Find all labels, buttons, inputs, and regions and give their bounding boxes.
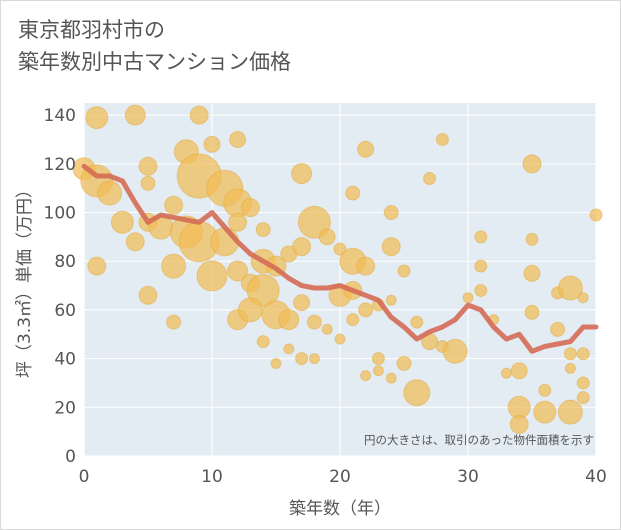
bubble-point: [292, 237, 312, 257]
bubble-point: [525, 232, 539, 246]
bubble-point: [358, 302, 374, 318]
y-tick-label: 120: [44, 155, 76, 175]
bubble-point: [138, 156, 158, 176]
bubble-point: [356, 256, 376, 276]
bubble-point: [321, 323, 333, 335]
bubble-point: [550, 321, 566, 337]
bubble-point: [510, 362, 528, 380]
bubble-point: [166, 314, 182, 330]
y-tick-label: 100: [44, 204, 76, 224]
bubble-point: [563, 347, 577, 361]
x-tick-label: 0: [79, 467, 90, 487]
bubble-point: [164, 195, 184, 215]
bubble-point: [283, 343, 295, 355]
chart-title: 東京都羽村市の 築年数別中古マンション価格: [18, 14, 291, 78]
x-tick-label: 40: [585, 467, 607, 487]
y-tick-label: 40: [54, 350, 76, 370]
y-tick-label: 0: [65, 447, 76, 467]
bubble-point: [345, 185, 361, 201]
bubble-point: [255, 222, 271, 238]
bubble-point: [500, 367, 512, 379]
bubble-point: [522, 154, 542, 174]
bubble-point: [523, 264, 541, 282]
bubble-point: [410, 315, 424, 329]
bubble-point: [189, 105, 209, 125]
bubble-point: [138, 285, 158, 305]
bubble-point: [381, 237, 401, 257]
y-tick-label: 80: [54, 252, 76, 272]
bubble-point: [87, 256, 107, 276]
bubble-point: [524, 304, 540, 320]
bubble-point: [240, 198, 260, 218]
bubble-point: [360, 370, 372, 382]
x-tick-label: 10: [201, 467, 223, 487]
y-tick-label: 20: [54, 398, 76, 418]
bubble-point: [474, 283, 488, 297]
y-tick-label: 140: [44, 106, 76, 126]
bubble-point: [383, 205, 399, 221]
bubble-point: [229, 131, 247, 149]
bubble-point: [533, 400, 557, 424]
bubble-point: [474, 259, 488, 273]
bubble-point: [110, 210, 134, 234]
bubble-point: [538, 383, 552, 397]
bubble-point: [278, 309, 300, 331]
bubble-point: [576, 391, 590, 405]
bubble-point: [474, 230, 488, 244]
y-axis-ticks: 0 20 40 60 80 100 120 140: [44, 106, 76, 467]
bubble-point: [124, 104, 146, 126]
y-tick-label: 60: [54, 301, 76, 321]
bubble-point: [589, 208, 603, 222]
bubble-point: [291, 163, 313, 185]
bubble-point: [140, 175, 156, 191]
bubble-point: [371, 352, 385, 366]
bubble-point: [293, 294, 311, 312]
bubble-point: [357, 140, 375, 158]
bubble-point: [318, 228, 336, 246]
bubble-point: [161, 253, 187, 279]
bubble-point: [435, 133, 449, 147]
bubble-point: [125, 232, 145, 252]
average-price-line: [81, 163, 599, 354]
bubble-point: [308, 353, 320, 365]
bubble-point: [228, 212, 248, 232]
x-axis-label: 築年数（年）: [289, 499, 391, 519]
bubble-point: [423, 171, 437, 185]
bubble-point: [306, 314, 322, 330]
x-tick-label: 30: [457, 467, 479, 487]
bubble-point: [557, 399, 583, 425]
bubble-size-note: 円の大きさは、取引のあった物件面積を示す: [364, 433, 594, 447]
bubble-point: [385, 294, 397, 306]
bubble-point: [564, 362, 576, 374]
bubble-point: [203, 135, 221, 153]
bubble-point: [462, 292, 474, 304]
y-axis-label: 坪（3.3㎡）単価（万円）: [15, 181, 35, 378]
chart-title-line-1: 東京都羽村市の: [18, 18, 165, 42]
bubble-point: [576, 347, 590, 361]
bubble-point: [403, 379, 431, 407]
bubble-point: [270, 357, 282, 369]
x-tick-label: 20: [329, 467, 351, 487]
bubble-point: [396, 355, 412, 371]
bubble-point: [577, 292, 589, 304]
bubble-point: [85, 106, 109, 130]
bubble-point: [97, 180, 123, 206]
bubble-point: [576, 376, 590, 390]
bubble-point: [295, 352, 309, 366]
bubble-point: [227, 260, 249, 282]
bubble-point: [334, 333, 346, 345]
bubble-point: [557, 275, 583, 301]
bubble-point: [346, 313, 360, 327]
bubble-point: [237, 297, 263, 323]
bubble-point: [509, 414, 529, 434]
x-axis-ticks: 0 10 20 30 40: [79, 467, 607, 487]
bubble-point: [256, 335, 270, 349]
bubble-point: [442, 338, 468, 364]
chart-title-line-2: 築年数別中古マンション価格: [18, 50, 291, 74]
bubble-point: [196, 260, 228, 292]
bubble-point: [397, 264, 411, 278]
bubble-point: [385, 372, 397, 384]
bubble-point: [372, 365, 384, 377]
